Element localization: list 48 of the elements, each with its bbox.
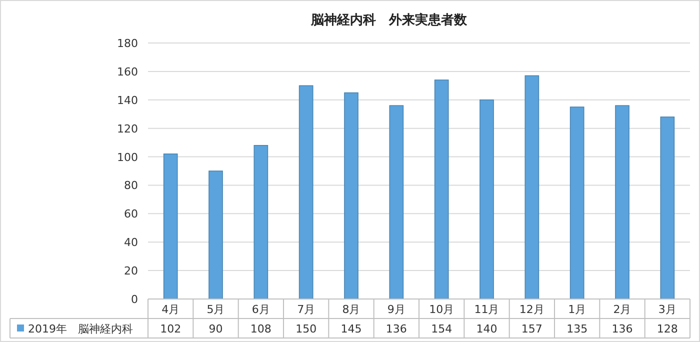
bar — [389, 105, 404, 300]
bar — [163, 154, 178, 300]
x-tick-label: 6月 — [252, 303, 270, 316]
legend-label: 2019年 脳神経内科 — [28, 322, 133, 336]
bar — [524, 75, 540, 300]
bar — [660, 116, 675, 300]
data-label: 154 — [431, 322, 452, 336]
x-tick-label: 7月 — [297, 303, 316, 316]
bar — [480, 99, 494, 300]
x-tick-label: 8月 — [342, 303, 360, 316]
y-tick-label: 0 — [131, 293, 138, 306]
x-tick-label: 10月 — [429, 303, 454, 316]
x-tick-label: 5月 — [206, 303, 225, 316]
bar — [208, 170, 223, 300]
y-tick-label: 120 — [117, 122, 138, 136]
x-tick-label: 1月 — [568, 303, 586, 316]
data-label: 128 — [656, 322, 678, 336]
data-label: 145 — [340, 322, 362, 336]
y-tick-label: 140 — [117, 94, 138, 107]
bar — [298, 85, 314, 300]
x-tick-label: 2月 — [613, 303, 632, 316]
data-label: 140 — [476, 322, 498, 336]
data-label: 108 — [250, 322, 272, 336]
chart-title: 脳神経内科 外来実患者数 — [310, 12, 468, 28]
y-tick-label: 100 — [117, 150, 138, 164]
y-tick-label: 60 — [124, 208, 138, 221]
x-tick-label: 9月 — [387, 303, 406, 316]
bar — [570, 106, 584, 300]
y-tick-label: 40 — [124, 236, 138, 250]
data-label: 157 — [521, 322, 542, 336]
bar — [344, 92, 358, 300]
data-label: 90 — [208, 322, 223, 336]
bar — [434, 80, 449, 300]
x-tick-label: 12月 — [519, 303, 544, 316]
data-label: 136 — [612, 322, 633, 336]
bar — [615, 105, 630, 300]
y-tick-label: 180 — [117, 37, 138, 50]
y-tick-label: 160 — [117, 65, 138, 78]
x-tick-label: 4月 — [162, 303, 180, 316]
bar — [254, 145, 268, 300]
data-label: 102 — [160, 322, 182, 336]
x-tick-label: 11月 — [474, 303, 500, 316]
y-tick-label: 80 — [124, 179, 138, 192]
y-tick-label: 20 — [124, 264, 138, 278]
x-tick-label: 3月 — [658, 303, 676, 316]
data-label: 136 — [386, 322, 407, 336]
data-label: 150 — [296, 322, 317, 336]
data-label: 135 — [566, 322, 588, 336]
